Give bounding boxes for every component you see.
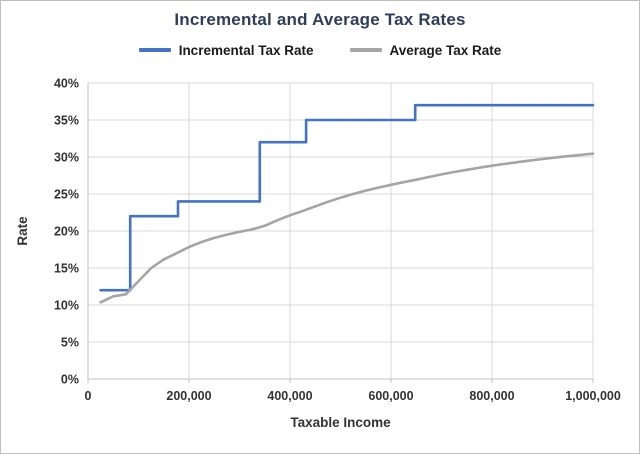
y-tick-label: 30%	[54, 151, 79, 165]
y-tick-label: 15%	[54, 262, 79, 276]
x-tick-label: 400,000	[267, 389, 312, 403]
x-axis-title: Taxable Income	[290, 415, 391, 430]
legend-label-incremental: Incremental Tax Rate	[178, 42, 314, 58]
x-tick-label: 600,000	[368, 389, 413, 403]
x-tick-label: 0	[85, 389, 92, 403]
legend-item-average: Average Tax Rate	[349, 42, 502, 58]
incremental-line-swatch	[138, 48, 171, 52]
y-tick-label: 40%	[54, 77, 79, 91]
x-tick-label: 200,000	[166, 389, 211, 403]
legend-item-incremental: Incremental Tax Rate	[138, 42, 314, 58]
y-axis-title: Rate	[15, 216, 30, 246]
average-line-swatch	[349, 48, 382, 52]
y-tick-label: 20%	[54, 225, 79, 239]
y-tick-label: 5%	[61, 336, 79, 350]
x-tick-label: 1,000,000	[565, 389, 621, 403]
chart-title: Incremental and Average Tax Rates	[174, 10, 466, 29]
average-tax-rate-line	[99, 152, 595, 304]
incremental-tax-rate-line	[99, 103, 595, 292]
y-tick-label: 35%	[54, 114, 79, 128]
y-tick-label: 0%	[61, 373, 79, 387]
x-tick-label: 800,000	[469, 389, 514, 403]
chart-legend: Incremental Tax Rate Average Tax Rate	[1, 41, 639, 59]
legend-label-average: Average Tax Rate	[389, 42, 502, 58]
plot-area: 0% 5% 10% 15% 20% 25% 30% 35% 40% 0 200,000 400,000…	[15, 77, 621, 431]
y-tick-label: 10%	[54, 299, 79, 313]
y-tick-label: 25%	[54, 188, 79, 202]
